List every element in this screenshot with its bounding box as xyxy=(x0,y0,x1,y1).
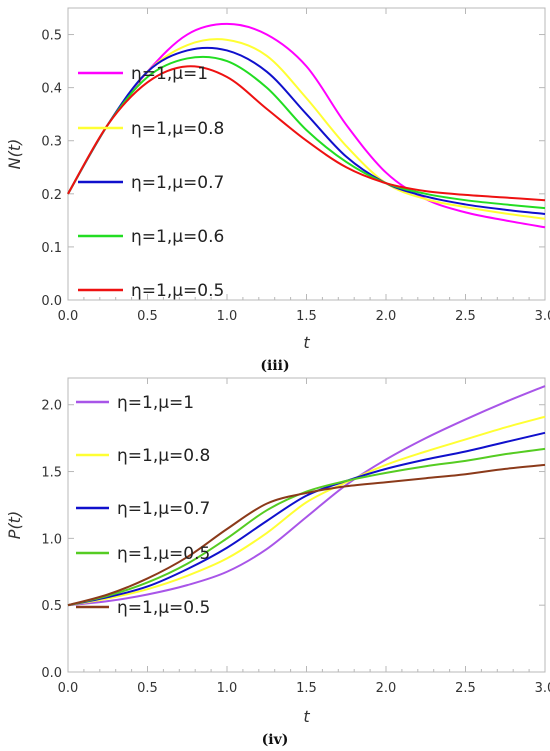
series-line-3 xyxy=(67,46,546,215)
legend-label-5: η=1,μ=0.5 xyxy=(117,598,210,618)
x-tick-label: 2.0 xyxy=(376,309,397,324)
y-tick-label: 0.0 xyxy=(41,294,62,309)
series-line-5 xyxy=(67,463,546,607)
x-tick-label: 3.0 xyxy=(535,681,550,696)
y-tick-label: 0.5 xyxy=(41,599,62,614)
plot-frame xyxy=(67,7,546,301)
legend-label-3: η=1,μ=0.7 xyxy=(117,499,210,519)
x-tick-label: 1.5 xyxy=(296,681,317,696)
legend-label-2: η=1,μ=0.8 xyxy=(117,446,210,466)
y-tick-label: 0.5 xyxy=(41,29,62,44)
x-tick-label: 2.5 xyxy=(455,681,476,696)
x-tick-label: 3.0 xyxy=(535,309,550,324)
series-line-1 xyxy=(67,385,546,607)
x-tick-label: 0.0 xyxy=(58,309,79,324)
legend-label-5: η=1,μ=0.5 xyxy=(131,281,224,301)
legend-label-4: η=1,μ=0.6 xyxy=(131,227,224,247)
series-line-5 xyxy=(67,65,546,202)
figure-caption: (iv) xyxy=(262,732,289,748)
series-line-3 xyxy=(67,431,546,607)
y-tick-label: 2.0 xyxy=(41,399,62,414)
figure-caption: (iii) xyxy=(260,358,289,374)
y-axis-label: P(t) xyxy=(5,511,24,539)
series-line-4 xyxy=(67,55,546,210)
y-tick-label: 1.5 xyxy=(41,466,62,481)
x-tick-label: 0.0 xyxy=(58,681,79,696)
x-axis-label: t xyxy=(303,333,310,352)
legend-label-1: η=1,μ=1 xyxy=(117,393,194,413)
y-tick-label: 0.3 xyxy=(41,135,62,150)
chart-p-of-t: 0.0 0.5 1.0 1.5 2.0 2.5 3.0 0.0 0.5 1.0 1.5 2.0 η=1,… xyxy=(5,377,550,748)
x-tick-label: 0.5 xyxy=(137,309,158,324)
x-tick-label: 1.0 xyxy=(217,309,238,324)
x-tick-label: 1.5 xyxy=(296,309,317,324)
y-tick-label: 0.4 xyxy=(41,82,62,97)
legend-label-2: η=1,μ=0.8 xyxy=(131,119,224,139)
y-tick-label: 0.0 xyxy=(41,666,62,681)
x-axis-label: t xyxy=(303,707,310,726)
x-tick-label: 0.5 xyxy=(137,681,158,696)
x-tick-label: 1.0 xyxy=(217,681,238,696)
x-tick-label: 2.0 xyxy=(376,681,397,696)
legend-label-4: η=1,μ=0.5 xyxy=(117,544,210,564)
chart-n-of-t: 0.0 0.5 1.0 1.5 2.0 2.5 3.0 0.0 0.1 0.2 0.3 0.4 0.5 η… xyxy=(5,7,550,374)
x-tick-label: 2.5 xyxy=(455,309,476,324)
series-line-4 xyxy=(67,447,546,607)
y-tick-label: 1.0 xyxy=(41,532,62,547)
y-tick-label: 0.1 xyxy=(41,241,62,256)
series-line-2 xyxy=(67,415,546,607)
legend-label-1: η=1,μ=1 xyxy=(131,64,208,84)
y-tick-label: 0.2 xyxy=(41,188,62,203)
plot-frame xyxy=(67,377,546,673)
y-axis-label: N(t) xyxy=(5,139,24,170)
legend-label-3: η=1,μ=0.7 xyxy=(131,173,224,193)
